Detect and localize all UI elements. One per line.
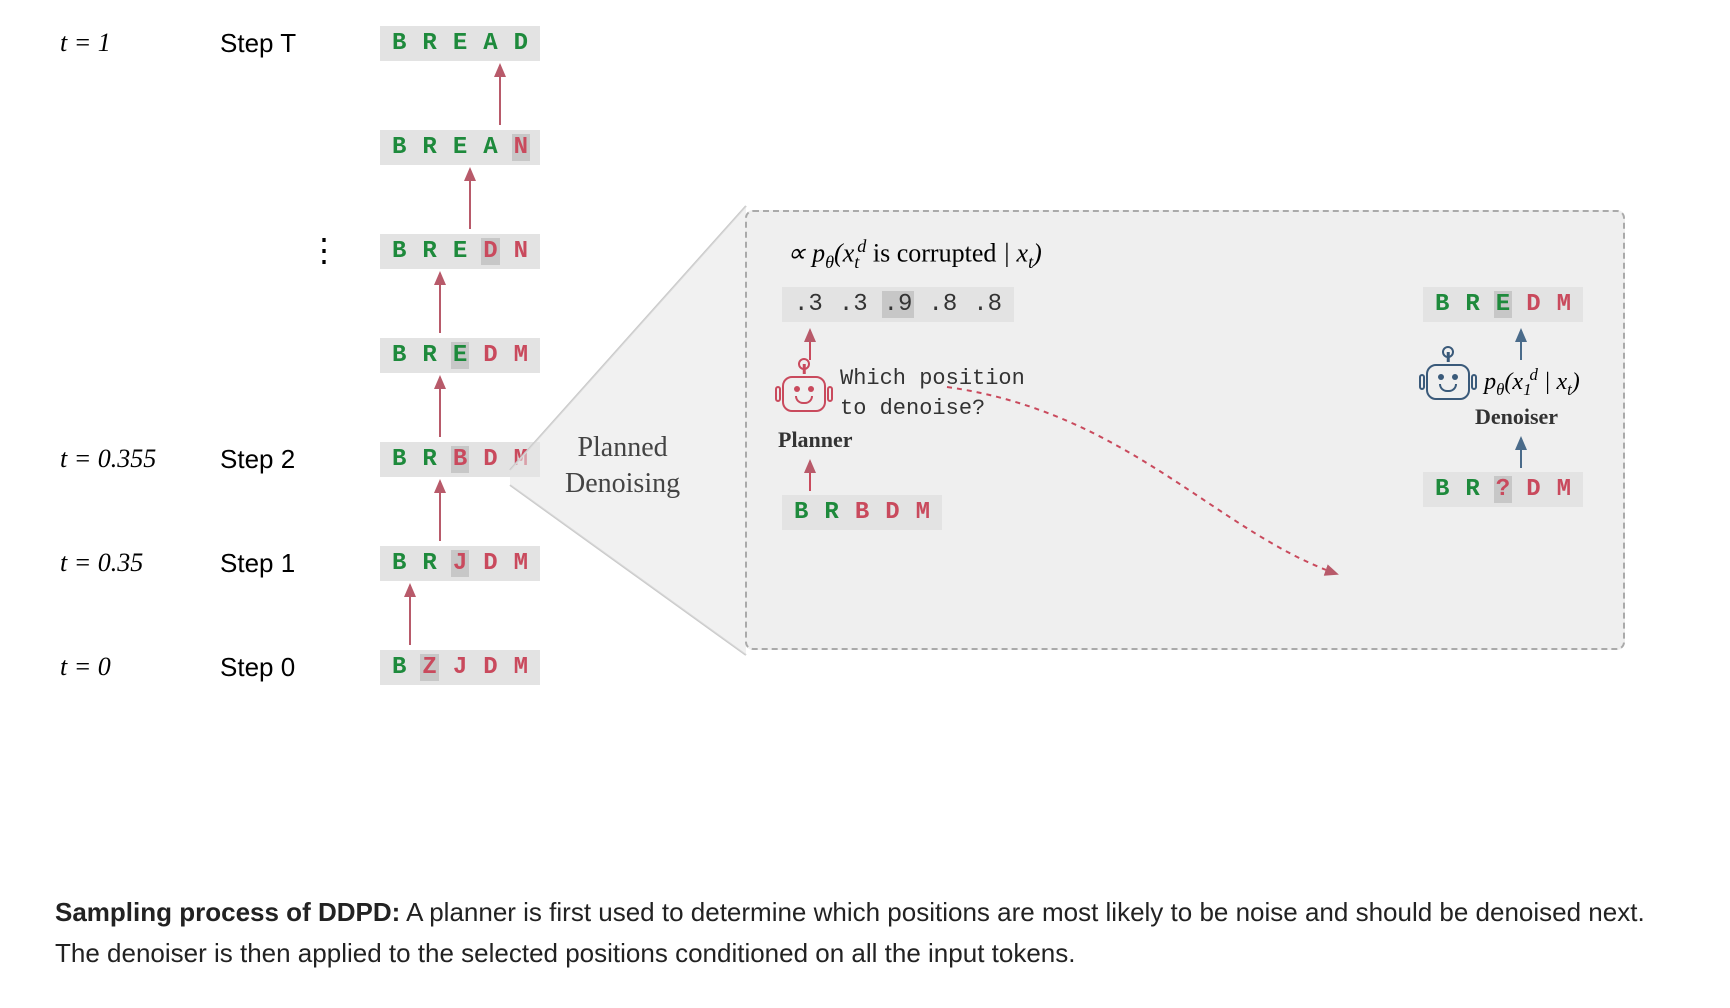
sequence-row: BREDM (60, 327, 540, 383)
step-label: ⋮ (220, 245, 340, 256)
t-value: t = 1 (60, 28, 180, 58)
token-box: BZJDM (380, 650, 540, 685)
token-box: BREAN (380, 130, 540, 165)
planner-column: .3.3.9.8.8 Which position to denoise? Pl… (782, 287, 1025, 530)
planner-input-box: BRBDM (782, 495, 942, 530)
planned-denoising-detail: ∝ pθ(xtd is corrupted | xt) .3.3.9.8.8 W… (745, 210, 1625, 650)
planned-denoising-label: Planned Denoising (565, 430, 680, 503)
denoiser-label: Denoiser (1475, 404, 1583, 430)
denoiser-output-box: BREDM (1423, 287, 1583, 322)
sequence-row: t = 0.35 Step 1 BRJDM (60, 535, 540, 591)
probabilities-box: .3.3.9.8.8 (782, 287, 1014, 322)
token-box: BREDM (380, 338, 540, 373)
planner-formula: ∝ pθ(xtd is corrupted | xt) (787, 236, 1593, 273)
denoising-sequence: t = 1 Step T BREAD BREAN ⋮ BREDN BREDM t = 0.35… (60, 15, 540, 743)
denoiser-robot-icon (1426, 364, 1470, 400)
t-value: t = 0.35 (60, 548, 180, 578)
figure-caption: Sampling process of DDPD: A planner is f… (55, 892, 1675, 973)
denoiser-input-box: BR?DM (1423, 472, 1583, 507)
token-box: BREDN (380, 234, 540, 269)
planner-label: Planner (778, 427, 1025, 453)
sequence-row: ⋮ BREDN (60, 223, 540, 279)
denoiser-column: BREDM pθ(x1d | xt) Denoiser BR?DM (1423, 287, 1583, 507)
step-label: Step T (220, 28, 340, 59)
denoiser-formula: pθ(x1d | xt) (1484, 365, 1580, 400)
step-label: Step 2 (220, 444, 340, 475)
step-label: Step 0 (220, 652, 340, 683)
planner-question: Which position to denoise? (840, 364, 1025, 423)
token-box: BRJDM (380, 546, 540, 581)
step-label: Step 1 (220, 548, 340, 579)
sequence-row: t = 0 Step 0 BZJDM (60, 639, 540, 695)
token-box: BRBDM (380, 442, 540, 477)
t-value: t = 0 (60, 652, 180, 682)
planner-robot-icon (782, 376, 826, 412)
token-box: BREAD (380, 26, 540, 61)
sequence-row: t = 1 Step T BREAD (60, 15, 540, 71)
t-value: t = 0.355 (60, 444, 180, 474)
sequence-row: BREAN (60, 119, 540, 175)
sequence-row: t = 0.355 Step 2 BRBDM (60, 431, 540, 487)
